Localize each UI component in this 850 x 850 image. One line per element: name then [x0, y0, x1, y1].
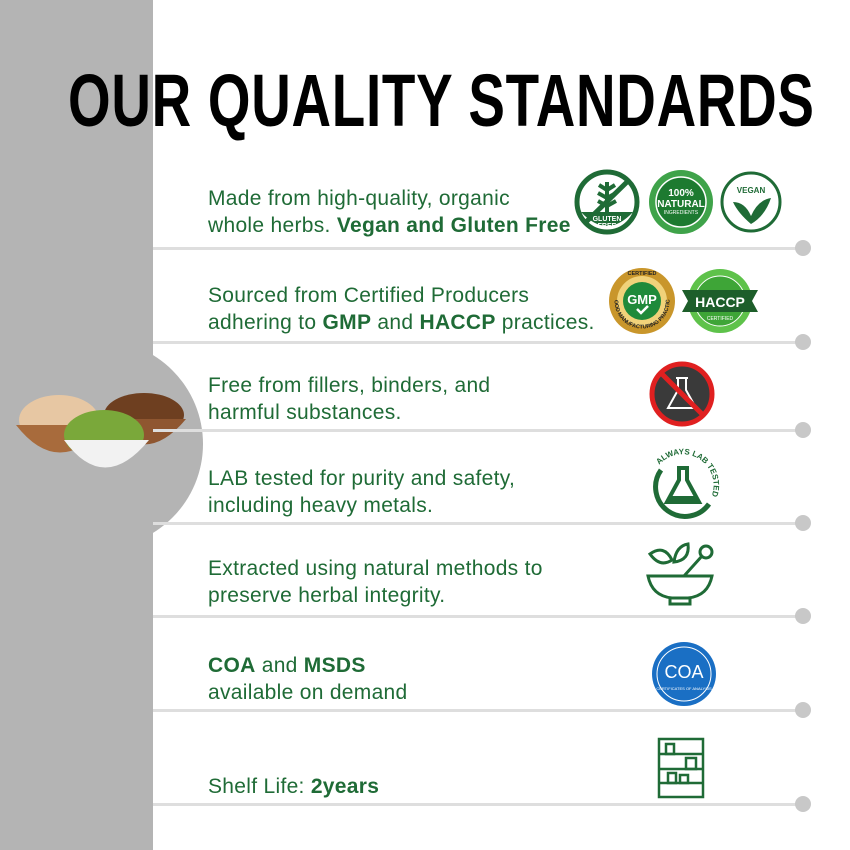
standard-certified-producers: Sourced from Certified Producers adherin…	[208, 282, 595, 336]
mortar-pestle-leaf-icon	[646, 542, 714, 606]
standard-coa-msds: COA and MSDS available on demand	[208, 652, 408, 706]
svg-text:FREE: FREE	[598, 223, 617, 230]
text-bold: 2years	[310, 775, 380, 798]
divider-dot	[795, 240, 811, 256]
svg-text:100%: 100%	[668, 188, 694, 199]
text-bold: GMP	[322, 311, 372, 334]
svg-text:HACCP: HACCP	[695, 294, 745, 310]
text-line: LAB tested for purity and safety,	[208, 467, 516, 490]
text-bold: MSDS	[303, 654, 366, 677]
text: and	[371, 311, 420, 334]
standard-organic-vegan: Made from high-quality, organic whole he…	[208, 185, 571, 239]
text-bold: HACCP	[419, 311, 496, 334]
svg-text:GLUTEN: GLUTEN	[593, 216, 622, 223]
svg-text:GMP: GMP	[627, 292, 657, 307]
no-chemicals-icon	[649, 361, 715, 427]
vegan-badge: VEGAN	[720, 171, 782, 233]
gmp-haccp-badges: CERTIFIED GOOD MANUFACTURING PRACTICE GM…	[608, 266, 758, 334]
coa-badge: COA CERTIFICATES OF ANALYSIS	[652, 642, 716, 706]
gluten-free-natural-vegan-badges: GLUTEN FREE 100% NATURAL INGREDIENTS VEG…	[574, 169, 782, 235]
svg-text:VEGAN: VEGAN	[737, 186, 766, 195]
haccp-badge: HACCP CERTIFIED	[682, 269, 758, 333]
page-title: OUR QUALITY STANDARDS	[68, 59, 815, 142]
text: practices.	[495, 311, 595, 334]
natural-ingredients-badge: 100% NATURAL INGREDIENTS	[649, 170, 713, 234]
svg-text:CERTIFIED: CERTIFIED	[627, 271, 656, 277]
text-line: available on demand	[208, 681, 408, 704]
divider	[153, 615, 801, 618]
text-line: Sourced from Certified Producers	[208, 284, 530, 307]
shelf-icon	[657, 737, 705, 799]
text-line: Extracted using natural methods to	[208, 557, 543, 580]
standard-shelf-life: Shelf Life: 2years	[208, 773, 379, 800]
standard-no-fillers: Free from fillers, binders, and harmful …	[208, 372, 490, 426]
svg-text:NATURAL: NATURAL	[657, 199, 705, 210]
text-line: Free from fillers, binders, and	[208, 374, 491, 397]
svg-text:COA: COA	[664, 662, 703, 682]
svg-text:INGREDIENTS: INGREDIENTS	[664, 210, 699, 216]
divider-dot	[795, 608, 811, 624]
divider-dot	[795, 334, 811, 350]
divider-dot	[795, 422, 811, 438]
divider	[153, 522, 801, 525]
divider	[153, 709, 801, 712]
text: whole herbs.	[208, 214, 337, 237]
divider	[153, 247, 801, 250]
always-lab-tested-badge: ALWAYS LAB TESTED	[653, 447, 721, 519]
text: and	[255, 654, 304, 677]
divider	[153, 803, 801, 806]
text-line: harmful substances.	[208, 401, 402, 424]
text-line: including heavy metals.	[208, 494, 434, 517]
divider-dot	[795, 515, 811, 531]
standard-natural-extraction: Extracted using natural methods to prese…	[208, 555, 543, 609]
svg-text:CERTIFICATES OF ANALYSIS: CERTIFICATES OF ANALYSIS	[656, 686, 712, 691]
text: adhering to	[208, 311, 323, 334]
gluten-free-badge: GLUTEN FREE	[574, 169, 640, 235]
divider-dot	[795, 796, 811, 812]
divider	[153, 429, 801, 432]
svg-text:CERTIFIED: CERTIFIED	[707, 316, 734, 322]
standard-lab-tested: LAB tested for purity and safety, includ…	[208, 465, 515, 519]
text-line: preserve herbal integrity.	[208, 584, 446, 607]
gmp-badge: CERTIFIED GOOD MANUFACTURING PRACTICE GM…	[608, 266, 675, 334]
text-line: Made from high-quality, organic	[208, 187, 510, 210]
divider-dot	[795, 702, 811, 718]
divider	[153, 341, 801, 344]
text-bold: COA	[208, 654, 256, 677]
herbal-powder-bowls-image	[16, 393, 186, 468]
text-bold: Vegan and Gluten Free	[336, 214, 571, 237]
text: Shelf Life:	[208, 775, 311, 798]
